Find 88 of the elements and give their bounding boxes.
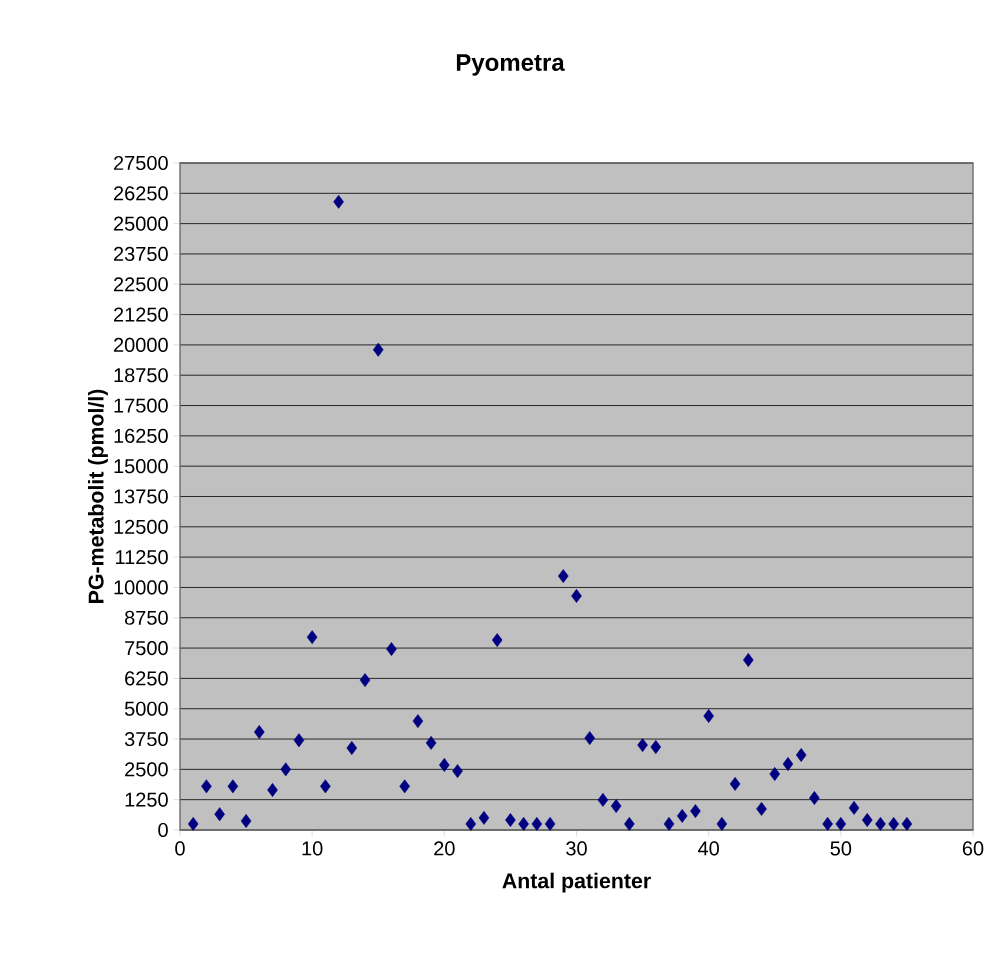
point	[399, 779, 410, 794]
point	[637, 738, 648, 753]
point	[306, 630, 318, 645]
point	[214, 807, 225, 822]
y-tick-label: 17500	[114, 398, 168, 413]
point	[676, 808, 688, 823]
point	[597, 792, 609, 807]
y-tick-label: 27500	[114, 155, 168, 171]
x-axis-title: Antal patienter	[502, 872, 651, 893]
point	[782, 757, 794, 771]
point	[861, 813, 873, 827]
point	[386, 642, 397, 656]
point	[491, 633, 503, 648]
y-tick-label: 15000	[114, 459, 168, 474]
point	[505, 813, 516, 827]
point	[848, 800, 860, 815]
point	[478, 810, 490, 825]
point	[293, 733, 305, 748]
point	[703, 709, 714, 723]
y-tick-label: 18750	[114, 368, 168, 383]
point	[558, 569, 569, 583]
x-tick-label: 0	[175, 841, 185, 856]
point	[571, 588, 582, 603]
y-tick-label: 1250	[125, 792, 168, 807]
x-tick-label: 10	[302, 841, 323, 856]
point	[187, 816, 199, 831]
point	[346, 741, 358, 755]
x-tick-label: 60	[962, 841, 984, 856]
y-tick-label: 20000	[114, 337, 168, 352]
point	[743, 653, 754, 667]
point	[835, 816, 847, 831]
point	[716, 816, 728, 831]
y-tick-label: 16250	[114, 428, 168, 443]
point	[901, 816, 913, 831]
y-tick-label: 23750	[114, 246, 168, 262]
point	[201, 779, 212, 794]
point	[809, 791, 820, 805]
point	[267, 783, 278, 797]
x-tick-label: 20	[434, 841, 455, 856]
x-tick-label: 30	[566, 841, 587, 856]
point	[518, 816, 529, 831]
y-axis-title: PG-metabolit (pmol/l)	[87, 389, 108, 603]
point	[320, 779, 331, 794]
point	[795, 748, 807, 762]
x-tick-label: 40	[698, 841, 719, 856]
point	[333, 194, 344, 209]
point	[624, 816, 635, 831]
point	[412, 714, 424, 729]
chart-title: Pyometra	[456, 54, 565, 76]
y-tick-label: 7500	[125, 640, 168, 656]
point	[531, 816, 543, 831]
point	[822, 816, 833, 831]
y-tick-label: 12500	[114, 519, 168, 534]
y-tick-label: 3750	[124, 731, 168, 747]
y-tick-label: 21250	[114, 307, 168, 322]
y-tick-label: 26250	[114, 186, 168, 201]
y-tick-label: 10000	[114, 580, 168, 595]
point	[227, 779, 239, 794]
y-tick-label: 0	[158, 822, 168, 838]
point	[544, 816, 556, 831]
y-tick-label: 13750	[114, 489, 168, 504]
point	[584, 731, 595, 745]
point	[729, 776, 741, 791]
point	[690, 804, 701, 818]
point	[465, 816, 477, 831]
point	[875, 816, 886, 831]
point	[888, 816, 899, 831]
y-tick-label: 2500	[125, 762, 168, 777]
point	[769, 767, 781, 781]
x-tick-label: 50	[830, 841, 852, 856]
point	[280, 762, 291, 777]
point	[610, 799, 622, 813]
point	[425, 735, 437, 750]
y-tick-label: 6250	[125, 671, 168, 686]
point	[254, 725, 265, 739]
point	[663, 816, 675, 831]
point	[359, 673, 371, 688]
point	[372, 342, 384, 357]
point	[439, 758, 450, 772]
y-tick-label: 5000	[124, 701, 168, 716]
y-tick-label: 22500	[114, 277, 168, 292]
y-tick-label: 11250	[116, 550, 168, 565]
point	[756, 801, 767, 816]
y-tick-label: 25000	[114, 216, 168, 231]
point	[650, 740, 662, 754]
point	[240, 814, 252, 828]
y-tick-label: 8750	[125, 610, 168, 625]
point	[452, 764, 463, 778]
